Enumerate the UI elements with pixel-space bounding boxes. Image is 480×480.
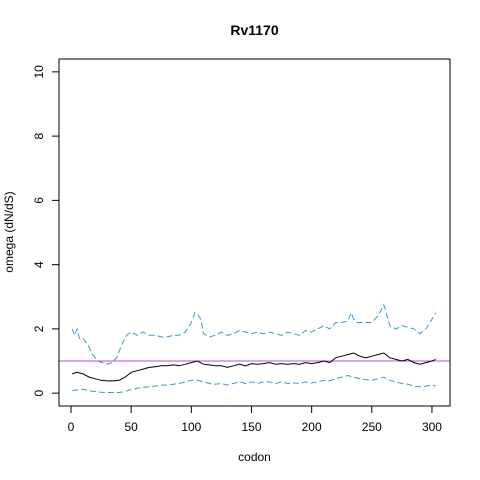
chart-title: Rv1170: [230, 22, 278, 38]
plot-frame: [58, 58, 451, 407]
x-tick-label: 200: [302, 420, 322, 434]
series-line-lower: [72, 374, 436, 393]
y-tick-label: 0: [32, 389, 46, 396]
y-tick-label: 10: [32, 65, 46, 79]
y-tick-label: 8: [32, 132, 46, 139]
x-tick-label: 300: [422, 420, 442, 434]
x-axis-label: codon: [238, 450, 271, 464]
series-line-upper: [71, 303, 437, 365]
x-tick-label: 0: [68, 420, 75, 434]
series-line-estimate: [72, 352, 436, 382]
x-tick-label: 250: [362, 420, 382, 434]
x-tick-label: 150: [241, 420, 261, 434]
y-axis-label: omega (dN/dS): [2, 191, 16, 272]
y-tick-label: 4: [32, 261, 46, 268]
x-tick-label: 50: [125, 420, 139, 434]
y-tick-label: 6: [32, 197, 46, 204]
y-tick-label: 2: [32, 325, 46, 332]
x-tick-label: 100: [181, 420, 201, 434]
